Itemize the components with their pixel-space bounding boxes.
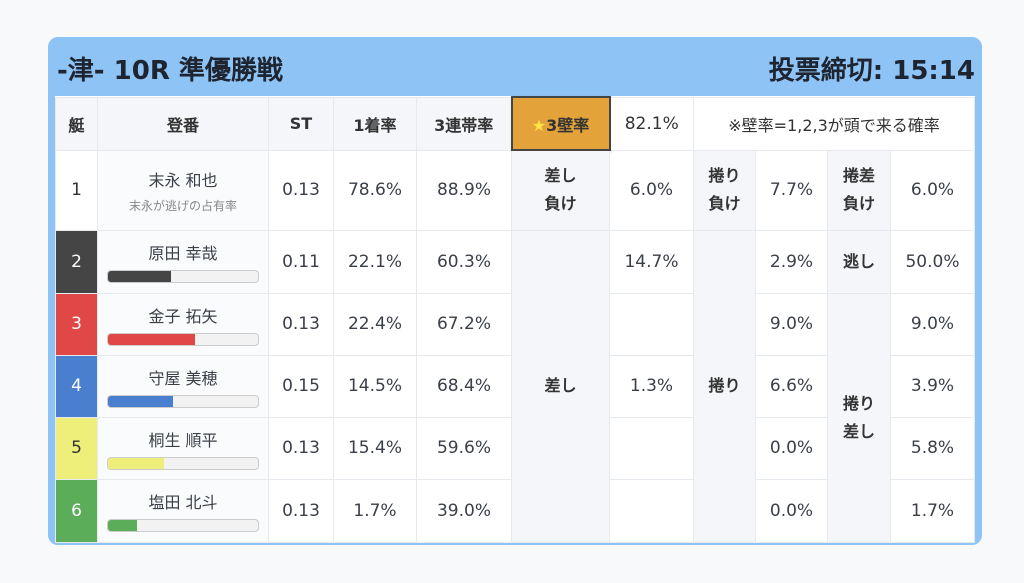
racer-bar-fill: [108, 457, 164, 469]
kind-label: 差し負け: [544, 166, 577, 214]
value-1: [609, 478, 694, 543]
boat-number: 4: [55, 354, 98, 418]
st: 0.13: [268, 478, 334, 543]
racer-sub: 末永が逃げの占有率: [128, 198, 237, 213]
racer-bar-fill: [108, 271, 171, 282]
table-row: 4 守屋 美穂 0.15 14.5% 68.4% 1.3% 6.6% 3.9%: [55, 354, 975, 418]
win-rate: 1.7%: [333, 478, 417, 543]
kind-makurizashi: 捲り差し: [827, 292, 891, 543]
boat-number: 6: [55, 478, 98, 543]
kind-1: 差し負け: [511, 149, 610, 231]
racer-cell: 末永 和也末永が逃げの占有率: [97, 149, 269, 231]
racer-name: 守屋 美穂: [148, 368, 218, 388]
win-rate: 14.5%: [333, 354, 417, 418]
table-row: 3 金子 拓矢 0.13 22.4% 67.2% 9.0% 捲り差し 9.0%: [55, 292, 975, 543]
kind-label: 捲差負け: [843, 166, 876, 213]
kind-label: 捲り負け: [708, 166, 741, 213]
value-1: 14.7%: [609, 229, 694, 294]
race-header: -津- 10R 準優勝戦 投票締切: 15:14: [51, 40, 979, 96]
racer-cell: 守屋 美穂: [97, 354, 269, 418]
kind-label: 捲り差し: [843, 393, 876, 441]
table-row: 1 末永 和也 末永が逃げの占有率 0.13 78.6% 88.9% 差し負け 6.0% 捲り負…: [55, 149, 975, 231]
col-boat: 艇: [55, 96, 98, 151]
col-wall: ★3壁率: [510, 96, 611, 151]
star-icon: ★: [531, 115, 547, 135]
win-rate: 78.6%: [333, 149, 417, 231]
boat-number: 3: [55, 292, 98, 356]
boat-number: 1: [55, 149, 98, 231]
value-3: 5.8%: [890, 416, 975, 480]
trio-rate: 68.4%: [416, 354, 512, 418]
value-2: 0.0%: [755, 416, 828, 480]
racer-bar: [107, 394, 259, 408]
kind-label: 逃し: [843, 251, 876, 271]
table-row: 5 桐生 順平 0.13 15.4% 59.6% 0.0% 5.8%: [55, 416, 975, 480]
win-rate: 22.4%: [333, 292, 417, 356]
kind-sashi: 差し: [511, 229, 610, 543]
kind-makuri: 捲り: [693, 229, 756, 543]
kind-3: 捲差負け: [827, 149, 891, 231]
value-1: [609, 292, 694, 356]
value-2: 9.0%: [755, 292, 828, 356]
racer-name: 原田 幸哉: [148, 244, 218, 263]
racer-name: 金子 拓矢: [148, 306, 218, 326]
racer-bar-fill: [108, 333, 195, 345]
table-row: 6 塩田 北斗 0.13 1.7% 39.0% 0.0% 1.7%: [55, 478, 975, 543]
table-row: 2 原田 幸哉 0.11 22.1% 60.3% 差し 14.7% 捲り 2.9% 逃し 50.0%: [55, 229, 975, 543]
racer-name: 塩田 北斗: [148, 493, 218, 512]
st: 0.13: [268, 149, 334, 231]
st: 0.13: [268, 416, 334, 480]
value-2: 2.9%: [755, 229, 828, 294]
value-2: 6.6%: [755, 354, 828, 418]
wall-value: 82.1%: [609, 96, 694, 151]
racer-bar: [107, 456, 259, 470]
racer-bar: [107, 519, 259, 532]
deadline: 投票締切: 15:14: [768, 55, 975, 86]
value-1: 1.3%: [609, 354, 694, 418]
racer-cell: 金子 拓矢: [97, 292, 269, 356]
racer-bar-fill: [108, 395, 173, 407]
st: 0.13: [268, 292, 334, 356]
racer-bar: [107, 332, 259, 346]
trio-rate: 88.9%: [416, 149, 512, 231]
st: 0.11: [268, 229, 334, 294]
racer-cell: 塩田 北斗: [97, 478, 269, 543]
st: 0.15: [268, 354, 334, 418]
racer-cell: 桐生 順平: [97, 416, 269, 480]
value-3: 3.9%: [890, 354, 975, 418]
value-2: 0.0%: [755, 478, 828, 543]
value-3: 6.0%: [890, 149, 975, 231]
racer-bar-fill: [108, 520, 137, 531]
race-title: -津- 10R 準優勝戦: [57, 55, 283, 86]
col-trio: 3連帯率: [416, 96, 512, 151]
racer-name: 桐生 順平: [148, 430, 218, 450]
racer-cell: 原田 幸哉: [97, 229, 269, 294]
win-rate: 22.1%: [333, 229, 417, 294]
trio-rate: 67.2%: [416, 292, 512, 356]
value-1: 6.0%: [609, 149, 694, 231]
racer-bar: [107, 270, 259, 283]
racer-name: 末永 和也: [148, 170, 218, 190]
trio-rate: 60.3%: [416, 229, 512, 294]
value-3: 50.0%: [890, 229, 975, 294]
value-3: 9.0%: [890, 292, 975, 356]
value-2: 7.7%: [755, 149, 828, 231]
race-table: 艇 登番 ST 1着率 3連帯率 ★3壁率 82.1% ※壁率=1,2,3が頭で…: [55, 96, 975, 543]
col-reg: 登番: [97, 96, 269, 151]
col-st: ST: [268, 96, 334, 151]
boat-number: 5: [55, 416, 98, 480]
kind-2: 捲り負け: [693, 149, 756, 231]
race-card: -津- 10R 準優勝戦 投票締切: 15:14 艇 登番 ST 1着率 3連帯…: [48, 37, 982, 545]
value-3: 1.7%: [890, 478, 975, 543]
col-win: 1着率: [333, 96, 417, 151]
wall-note: ※壁率=1,2,3が頭で来る確率: [693, 96, 975, 151]
boat-number: 2: [55, 229, 98, 294]
table-header-row: 艇 登番 ST 1着率 3連帯率 ★3壁率 82.1% ※壁率=1,2,3が頭で…: [55, 96, 975, 151]
win-rate: 15.4%: [333, 416, 417, 480]
trio-rate: 59.6%: [416, 416, 512, 480]
trio-rate: 39.0%: [416, 478, 512, 543]
value-1: [609, 416, 694, 480]
kind-nige: 逃し: [827, 229, 891, 294]
